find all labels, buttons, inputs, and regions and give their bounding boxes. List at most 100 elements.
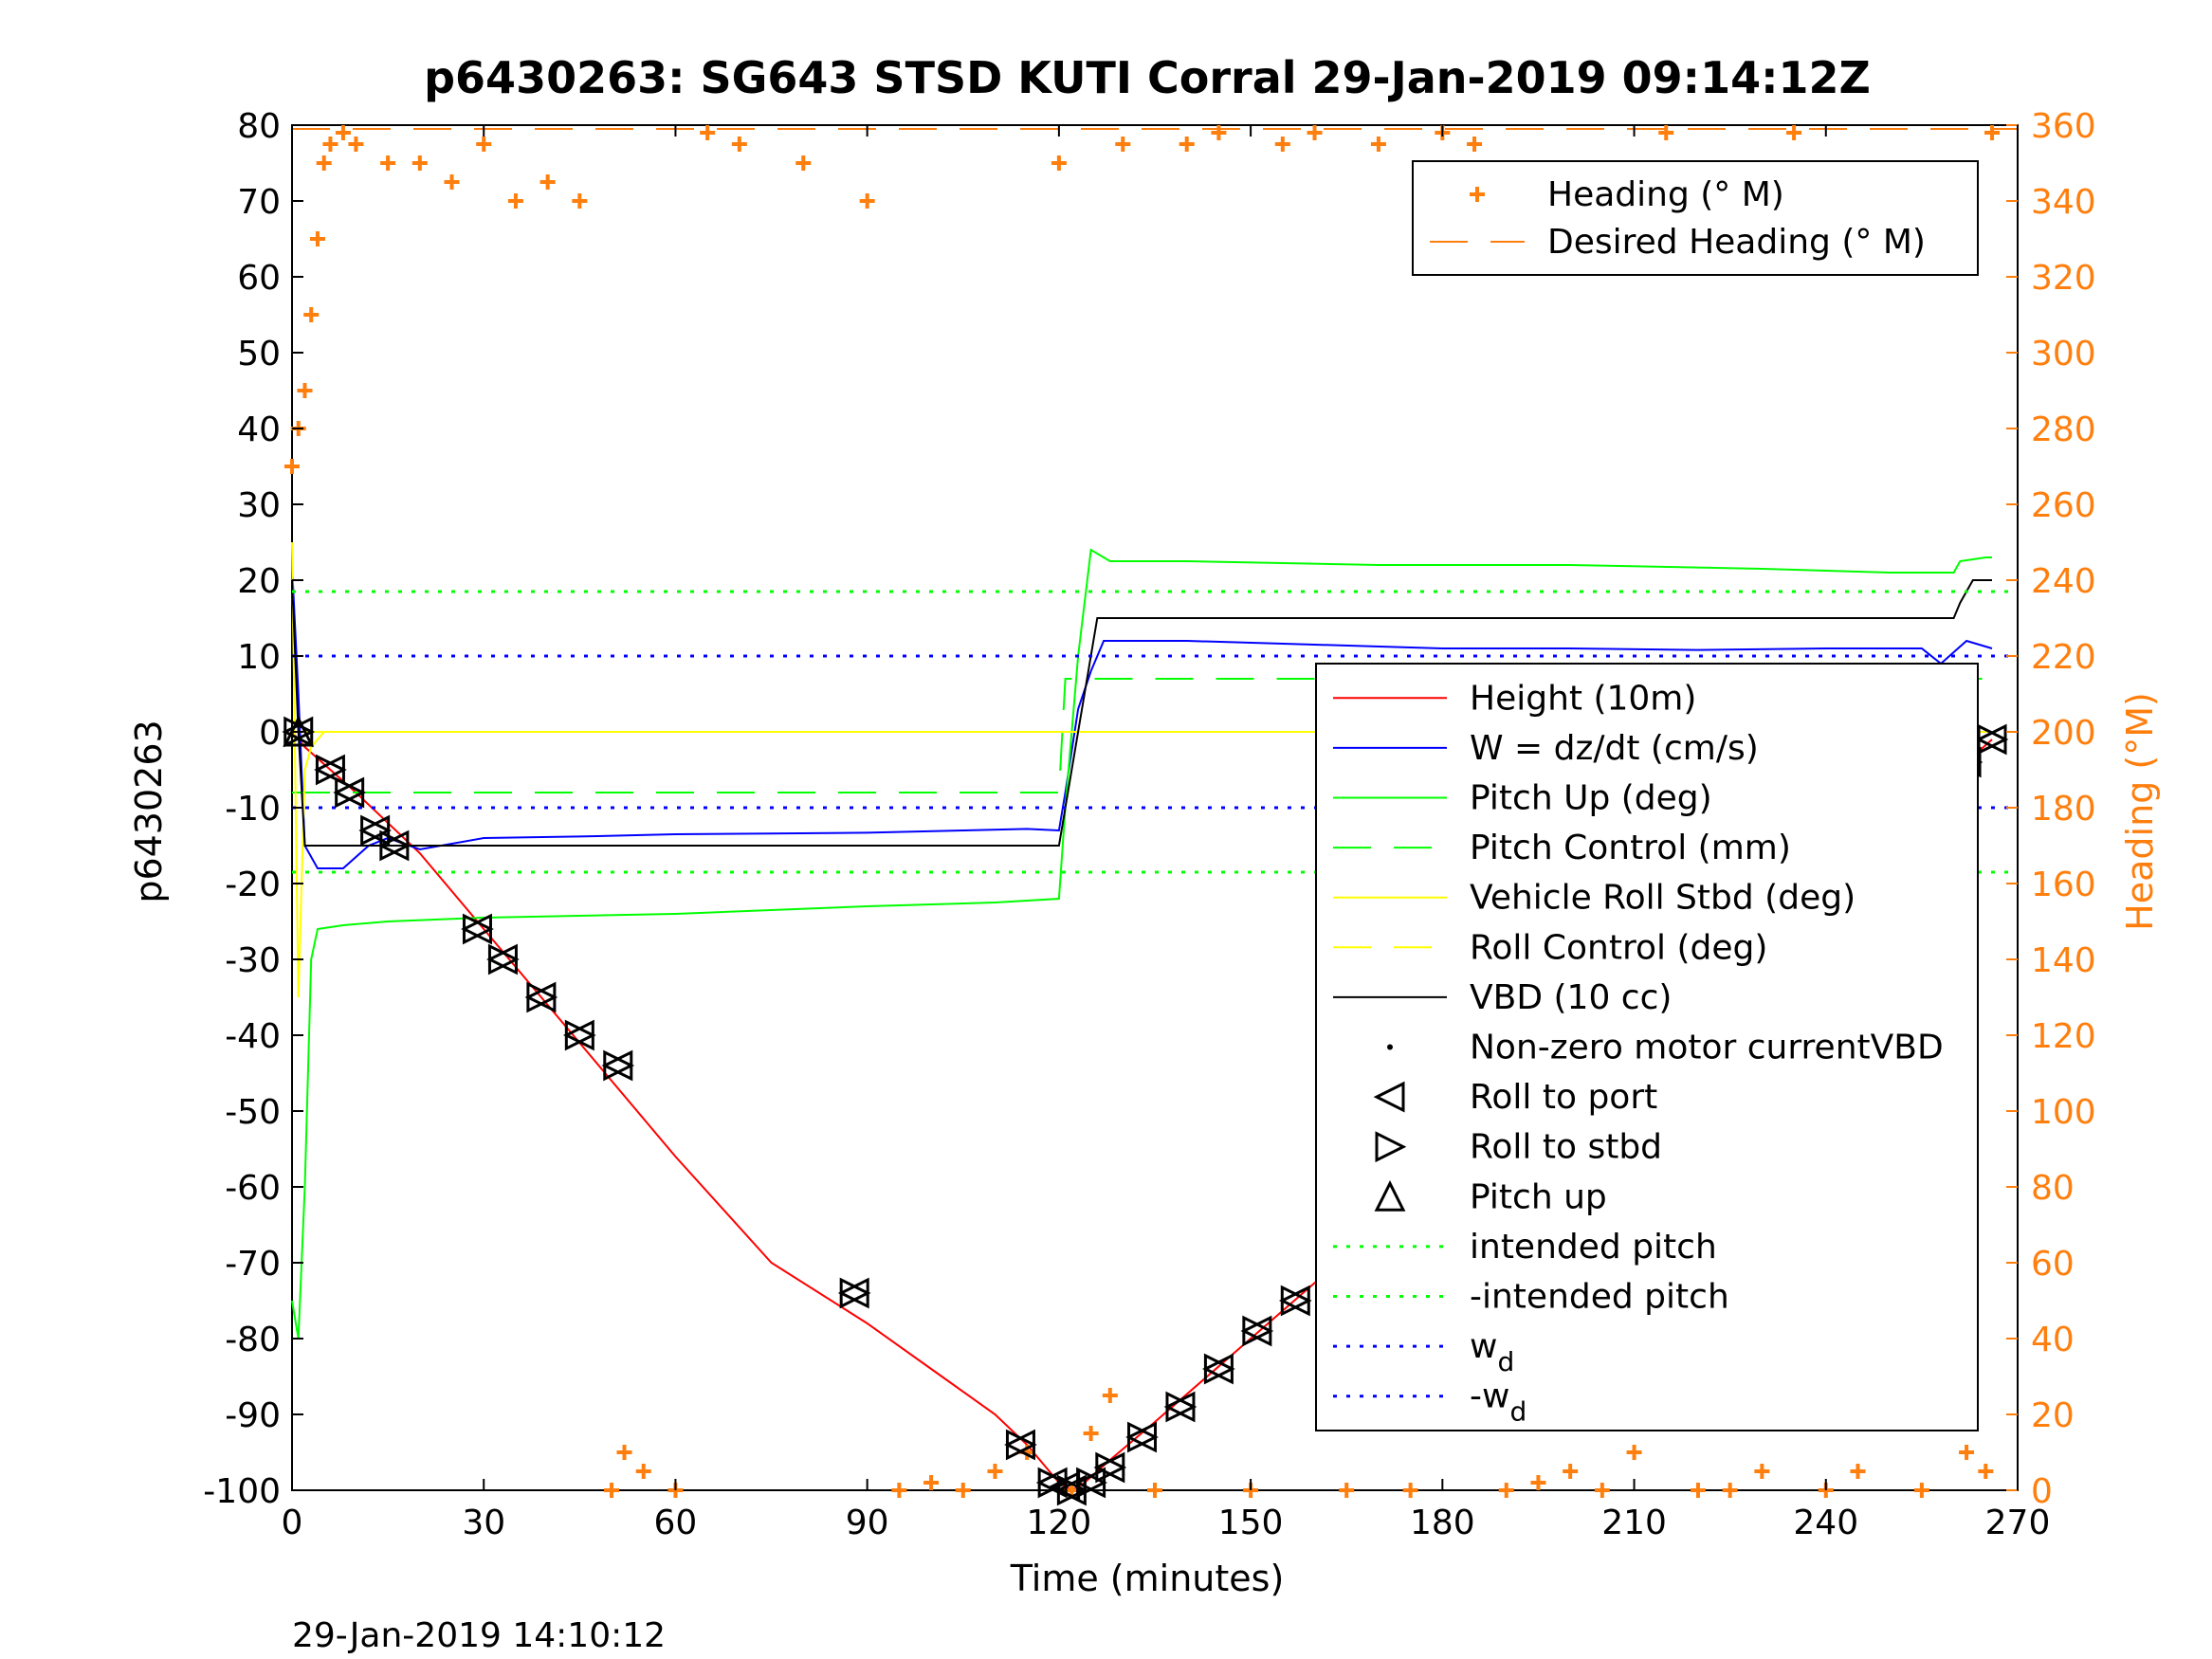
legend-entry: Roll Control (deg) [1333, 928, 1767, 967]
y-right-tick-label: 120 [2031, 1017, 2096, 1056]
heading-point [1913, 1483, 1929, 1498]
y-tick-label: -40 [225, 1017, 281, 1056]
y-right-tick-label: 240 [2031, 562, 2096, 601]
legend-label-text: W = dz/dt (cm/s) [1470, 729, 1759, 768]
legend-label: Desired Heading (° M) [1547, 223, 1926, 262]
marker-roll-to-stbd [1165, 1391, 1197, 1423]
y-right-tick-label: 60 [2031, 1245, 2075, 1284]
marker-roll-to-stbd [1005, 1429, 1037, 1461]
legend-label-subscript: d [1509, 1396, 1526, 1428]
y-axis-ticks: 80 70 60 50 40 30 20 10 0 -10 -20 -30 -40 -50 -60 -70 -8… [203, 107, 303, 1511]
heading-point [1563, 1464, 1579, 1479]
heading-point [1530, 1475, 1546, 1490]
y-right-tick-label: 180 [2031, 790, 2096, 829]
legend-label: Pitch up [1470, 1177, 1607, 1216]
legend-entry: Vehicle Roll Stbd (deg) [1333, 879, 1856, 918]
y-right-tick-label: 300 [2031, 335, 2096, 374]
marker-roll-to-stbd [839, 1277, 871, 1309]
marker-roll-to-stbd [1037, 1467, 1069, 1499]
heading-point [322, 137, 338, 152]
marker-roll-to-stbd [1127, 1421, 1159, 1453]
y-right-tick-label: 160 [2031, 866, 2096, 904]
heading-point [1658, 125, 1674, 140]
marker-roll-to-stbd [603, 1049, 635, 1082]
y-tick-label: -80 [225, 1321, 281, 1359]
heading-point [444, 174, 460, 190]
heading-point [859, 193, 875, 209]
heading-point [1102, 1388, 1118, 1403]
legend-label-text: Roll to port [1470, 1078, 1657, 1117]
y-tick-label: -70 [225, 1245, 281, 1284]
y-tick-label: -100 [203, 1472, 281, 1511]
y-tick-label: -20 [225, 866, 281, 904]
legend-label-text: Height (10m) [1470, 679, 1696, 718]
x-tick-label: 0 [282, 1504, 303, 1542]
x-tick-label: 270 [1985, 1504, 2051, 1542]
legend-entry: Roll to stbd [1375, 1128, 1662, 1167]
heading-point [1467, 137, 1483, 152]
heading-point [604, 1483, 620, 1498]
legend-entry: intended pitch [1333, 1228, 1717, 1267]
x-tick-label: 240 [1793, 1504, 1858, 1542]
legend-label: -wd [1470, 1377, 1526, 1428]
legend-label-text: Non-zero motor currentVBD [1470, 1029, 1944, 1067]
y-right-tick-label: 340 [2031, 183, 2096, 222]
legend-label-text: Desired Heading (° M) [1547, 223, 1926, 262]
heading-point [1754, 1464, 1770, 1479]
legend-label-text: w [1470, 1327, 1497, 1366]
line-vbd-10-cc [291, 579, 1992, 847]
x-axis-ticks: 0 30 60 90 120 150 180 210 240 270 [282, 125, 2051, 1542]
marker-roll-to-stbd [1242, 1315, 1274, 1347]
heading-point [1307, 125, 1323, 140]
heading-point [1690, 1483, 1706, 1498]
y-axis-label: p6430263 [128, 720, 170, 902]
legend-entry: Heading (° M) [1470, 175, 1784, 214]
y-tick-label: 0 [259, 714, 281, 753]
legend-label: Roll Control (deg) [1470, 928, 1767, 967]
heading-point [1402, 1483, 1418, 1498]
legend-entry: Non-zero motor currentVBD [1387, 1029, 1944, 1067]
heading-point [297, 383, 313, 398]
heading-point [1051, 155, 1067, 171]
heading-point [616, 1445, 632, 1460]
marker-roll-to-stbd [335, 776, 367, 809]
legend-entry: Height (10m) [1333, 679, 1696, 718]
marker-roll-to-stbd [360, 814, 392, 847]
legend-label: W = dz/dt (cm/s) [1470, 729, 1759, 768]
y-right-tick-label: 100 [2031, 1093, 2096, 1132]
x-tick-label: 120 [1027, 1504, 1092, 1542]
x-tick-label: 180 [1410, 1504, 1475, 1542]
legend-box [1315, 663, 1979, 1431]
y-tick-label: -60 [225, 1169, 281, 1208]
marker-roll-to-stbd [315, 754, 347, 786]
legend-label-text: Roll to stbd [1470, 1128, 1662, 1167]
legend-entry: W = dz/dt (cm/s) [1333, 729, 1759, 768]
heading-point [795, 155, 812, 171]
y-tick-label: -30 [225, 941, 281, 980]
heading-point [891, 1483, 907, 1498]
heading-point [316, 155, 332, 171]
heading-point [1594, 1483, 1610, 1498]
heading-point [635, 1464, 651, 1479]
heading-point [1274, 137, 1290, 152]
heading-point [1978, 1464, 1994, 1479]
legend-label-text: Pitch up [1470, 1177, 1607, 1216]
heading-point [1339, 1483, 1355, 1498]
legend-main: Height (10m) W = dz/dt (cm/s) Pitch Up (de… [1315, 663, 1979, 1431]
legend-label-text: -w [1470, 1377, 1509, 1416]
legend-label-text: Vehicle Roll Stbd (deg) [1470, 879, 1856, 918]
heading-point [539, 174, 556, 190]
y-right-axis-label: Heading (°M) [2119, 692, 2161, 931]
legend-label: Vehicle Roll Stbd (deg) [1470, 879, 1856, 918]
heading-point [476, 137, 492, 152]
heading-point [1083, 1426, 1099, 1441]
footer-timestamp: 29-Jan-2019 14:10:12 [292, 1616, 666, 1655]
heading-point [303, 307, 320, 322]
legend-entry: Pitch up [1374, 1177, 1607, 1216]
y-tick-label: -90 [225, 1396, 281, 1435]
heading-point [955, 1483, 971, 1498]
legend-swatch-marker [1375, 1131, 1407, 1163]
legend-label: intended pitch [1470, 1228, 1717, 1267]
y-right-axis-ticks: 3603403203002802602402202001801601401201… [2006, 107, 2096, 1511]
legend-label: Roll to stbd [1470, 1128, 1662, 1167]
